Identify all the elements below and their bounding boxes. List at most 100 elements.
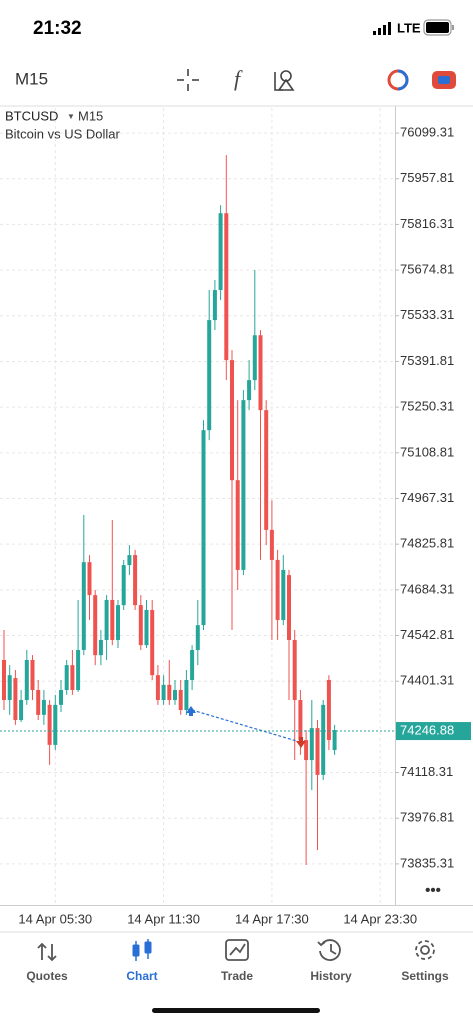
network: LTE [397,20,421,35]
candle-body [241,400,246,570]
candle-body [70,665,75,691]
candle-body [76,649,81,691]
candle-body [332,730,337,751]
nav-label[interactable]: Chart [126,969,157,983]
candle-body [87,562,92,596]
candle-body [252,335,257,381]
nav-label[interactable]: Settings [401,969,449,983]
time-axis: 14 Apr 05:30 14 Apr 11:30 14 Apr 17:30 14 A… [18,911,417,926]
x-tick-label: 14 Apr 11:30 [127,911,200,926]
candle-body [207,320,212,431]
last-price-label: 74246.88 [400,722,454,737]
trade-icon[interactable] [225,939,249,961]
more-button[interactable]: ••• [425,882,441,899]
y-tick-label: 74118.31 [400,764,453,779]
candle-body [315,728,320,775]
candle-body [190,649,195,681]
y-tick-label: 75108.81 [400,444,454,459]
y-tick-label: 74401.31 [400,673,454,688]
candle-body [235,480,240,570]
candle-body [41,700,46,715]
candle-body [127,555,132,566]
candle-body [81,562,86,650]
candle-body [53,704,58,745]
candle-body [298,700,303,741]
candle-body [24,659,29,701]
nav-label[interactable]: Trade [221,969,253,983]
x-tick-label: 14 Apr 05:30 [18,911,92,926]
y-tick-label: 75250.31 [400,399,454,414]
candle-body [195,625,200,650]
y-tick-label: 75957.81 [400,170,454,185]
candle-body [161,684,166,701]
candle-body [36,690,41,715]
x-tick-label: 14 Apr 23:30 [343,911,417,926]
candle-body [116,605,120,640]
candle-body [144,609,149,646]
y-tick-label: 74542.81 [400,627,454,642]
settings-icon[interactable] [415,940,435,960]
y-tick-label: 75391.81 [400,353,454,368]
battery [423,19,454,36]
y-tick-label: 74684.31 [400,581,454,596]
candle-body [64,665,69,691]
candle-body [93,595,98,656]
clock: 21:32 [33,18,82,39]
candle-body [30,659,35,691]
history-icon[interactable] [317,939,341,961]
price-axis: 76099.31 75957.81 75816.31 75674.81 75533.31… [0,125,471,870]
candle-body [13,678,18,721]
account-button[interactable] [387,69,409,91]
indicators-button[interactable]: f [234,66,243,91]
nav-label[interactable]: History [310,969,352,983]
symbol-dropdown[interactable]: ▼ [67,112,75,121]
candle-body [104,599,109,640]
candle-body [321,704,326,775]
candle-body [121,565,126,606]
candle-body [47,704,52,745]
candle-body [201,430,206,626]
candle-body [184,680,189,711]
quotes-icon[interactable] [37,942,57,962]
y-tick-label: 75674.81 [400,262,454,277]
candle-body [173,690,177,701]
candle-body [212,290,217,321]
y-tick-label: 75816.31 [400,216,454,231]
signal [373,22,391,35]
candle-body [167,684,172,701]
candle-body [218,213,223,291]
nav-label[interactable]: Quotes [26,969,68,983]
candle-body [304,740,309,761]
candle-body [155,675,160,701]
candle-body [292,639,297,701]
candle-body [133,555,138,606]
home-indicator [152,1008,320,1013]
trade-markers [186,706,306,748]
chart-timeframe: M15 [78,108,103,123]
candle-body [230,360,234,481]
candle-body [326,680,331,741]
candle-body [287,575,291,640]
subtitle: Bitcoin vs US Dollar [5,126,121,141]
crosshair-button[interactable] [177,69,199,91]
trade-account-button[interactable] [432,71,456,89]
y-tick-label: 73835.31 [400,855,454,870]
candle-body [19,700,24,721]
candle-body [59,690,63,705]
candle-body [269,529,274,560]
candle-body [150,609,155,676]
timeframe-button[interactable]: M15 [15,69,48,88]
nav: Quotes Chart Trade History Settings [26,969,449,983]
last-price-badge [396,722,471,741]
y-tick-label: 74825.81 [400,536,454,551]
candle-body [247,380,252,401]
y-tick-label: 75533.31 [400,307,454,322]
objects-button[interactable] [274,70,295,91]
chart-icon[interactable] [132,939,152,961]
candle-body [264,410,269,530]
candle-body [110,599,115,640]
symbol: BTCUSD [5,108,58,123]
x-tick-label: 14 Apr 17:30 [235,911,309,926]
grid [0,108,395,905]
